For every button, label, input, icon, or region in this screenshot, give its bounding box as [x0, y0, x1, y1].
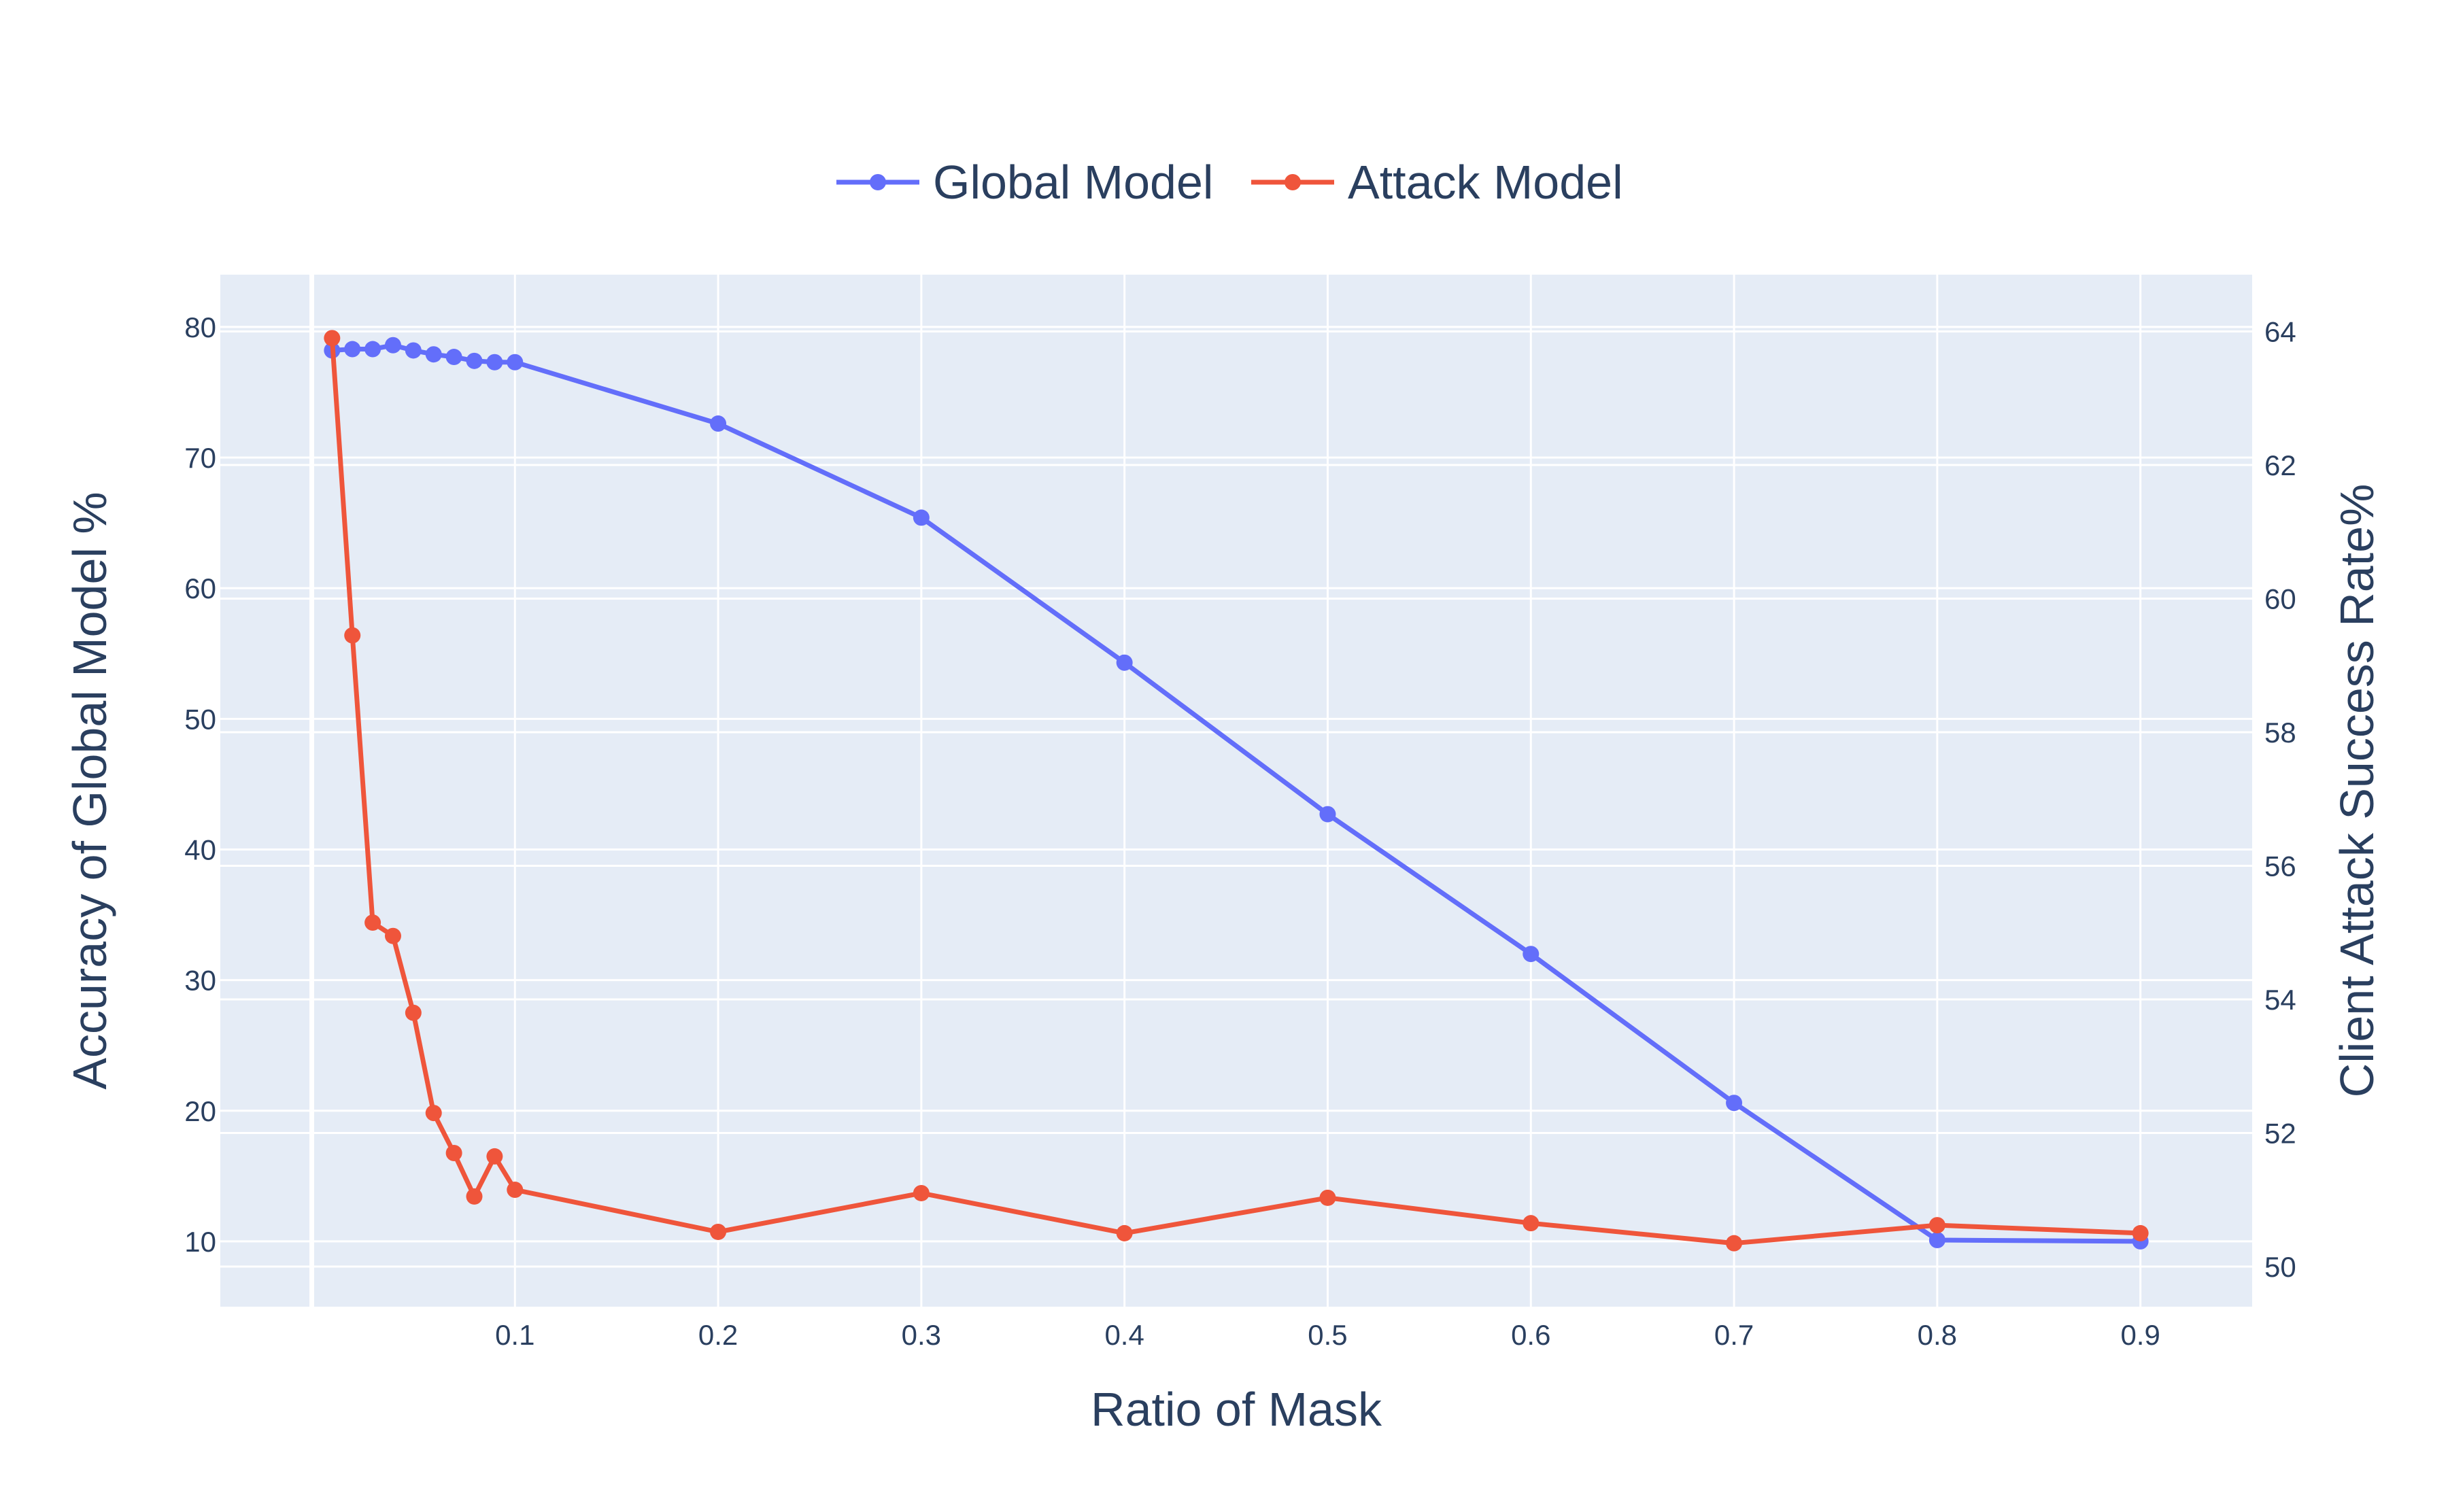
y-axis-title: Accuracy of Global Model %	[63, 492, 116, 1089]
data-point-attack-model[interactable]	[425, 1105, 442, 1122]
data-point-attack-model[interactable]	[384, 927, 401, 944]
data-point-global-model[interactable]	[710, 415, 727, 432]
y2-axis-title: Client Attack Success Rate%	[2330, 484, 2383, 1098]
series-global-model	[324, 337, 2149, 1250]
data-point-attack-model[interactable]	[1726, 1235, 1743, 1252]
y-tick-label: 60	[184, 572, 216, 604]
x-tick-label: 0.8	[1918, 1319, 1957, 1351]
data-point-global-model[interactable]	[913, 509, 930, 526]
data-point-attack-model[interactable]	[1116, 1224, 1133, 1241]
data-point-attack-model[interactable]	[344, 627, 361, 644]
data-point-attack-model[interactable]	[405, 1004, 422, 1021]
x-tick-label: 0.2	[698, 1319, 738, 1351]
y2-tick-label: 58	[2264, 717, 2296, 749]
x-tick-label: 0.3	[902, 1319, 941, 1351]
data-point-attack-model[interactable]	[1319, 1189, 1336, 1206]
data-point-global-model[interactable]	[1928, 1232, 1945, 1249]
y-tick-label: 10	[184, 1226, 216, 1258]
data-point-attack-model[interactable]	[466, 1188, 483, 1205]
data-point-global-model[interactable]	[405, 342, 422, 359]
data-point-global-model[interactable]	[384, 337, 401, 354]
legend-label-global-model: Global Model	[933, 156, 1213, 209]
plot-background	[220, 275, 2252, 1307]
data-point-global-model[interactable]	[1319, 806, 1336, 823]
data-point-attack-model[interactable]	[710, 1223, 727, 1240]
data-point-attack-model[interactable]	[445, 1145, 462, 1162]
y-tick-label: 20	[184, 1095, 216, 1127]
x-tick-label: 0.7	[1714, 1319, 1754, 1351]
y2-tick-label: 64	[2264, 316, 2296, 348]
data-point-global-model[interactable]	[344, 341, 361, 358]
y-tick-label: 50	[184, 703, 216, 735]
legend-item-global-model[interactable]: Global Model	[836, 156, 1213, 209]
x-tick-label: 0.9	[2120, 1319, 2160, 1351]
x-tick-label: 0.1	[495, 1319, 534, 1351]
axis-ticks: 0.1 0.2 0.3 0.4 0.5 0.6 0.7 0.8 0.9 10 20 30 40 50 60 7…	[184, 311, 2296, 1351]
series-attack-model	[324, 330, 2149, 1252]
x-tick-label: 0.6	[1511, 1319, 1550, 1351]
legend: Global Model Attack Model	[836, 156, 1623, 209]
y2-tick-label: 56	[2264, 850, 2296, 882]
y2-tick-label: 50	[2264, 1251, 2296, 1283]
data-point-global-model[interactable]	[425, 346, 442, 363]
data-point-global-model[interactable]	[486, 354, 503, 371]
legend-marker-attack-model	[1285, 174, 1301, 190]
data-point-attack-model[interactable]	[507, 1182, 524, 1199]
data-point-attack-model[interactable]	[2132, 1224, 2149, 1241]
legend-label-attack-model: Attack Model	[1348, 156, 1623, 209]
y-tick-label: 40	[184, 834, 216, 865]
y2-tick-label: 54	[2264, 984, 2296, 1016]
y2-tick-label: 60	[2264, 583, 2296, 615]
y-tick-label: 30	[184, 965, 216, 997]
legend-item-attack-model[interactable]: Attack Model	[1251, 156, 1623, 209]
data-point-global-model[interactable]	[1726, 1095, 1743, 1112]
x-tick-label: 0.4	[1104, 1319, 1144, 1351]
data-point-attack-model[interactable]	[486, 1148, 503, 1165]
y2-tick-label: 62	[2264, 449, 2296, 481]
y-tick-label: 80	[184, 311, 216, 343]
data-point-global-model[interactable]	[364, 341, 381, 358]
data-point-global-model[interactable]	[1523, 946, 1540, 963]
data-point-attack-model[interactable]	[1523, 1215, 1540, 1232]
series-layer	[324, 330, 2149, 1252]
data-point-global-model[interactable]	[1116, 654, 1133, 671]
x-tick-label: 0.5	[1308, 1319, 1347, 1351]
y2-tick-label: 52	[2264, 1118, 2296, 1150]
data-point-attack-model[interactable]	[324, 330, 341, 347]
data-point-global-model[interactable]	[445, 349, 462, 366]
data-point-attack-model[interactable]	[364, 914, 381, 931]
y-tick-label: 70	[184, 442, 216, 474]
data-point-attack-model[interactable]	[1928, 1217, 1945, 1234]
legend-marker-global-model	[870, 174, 886, 190]
grid-lines	[220, 275, 2252, 1307]
data-point-global-model[interactable]	[507, 354, 524, 371]
x-axis-title: Ratio of Mask	[1091, 1383, 1382, 1436]
data-point-global-model[interactable]	[466, 352, 483, 369]
data-point-attack-model[interactable]	[913, 1184, 930, 1201]
